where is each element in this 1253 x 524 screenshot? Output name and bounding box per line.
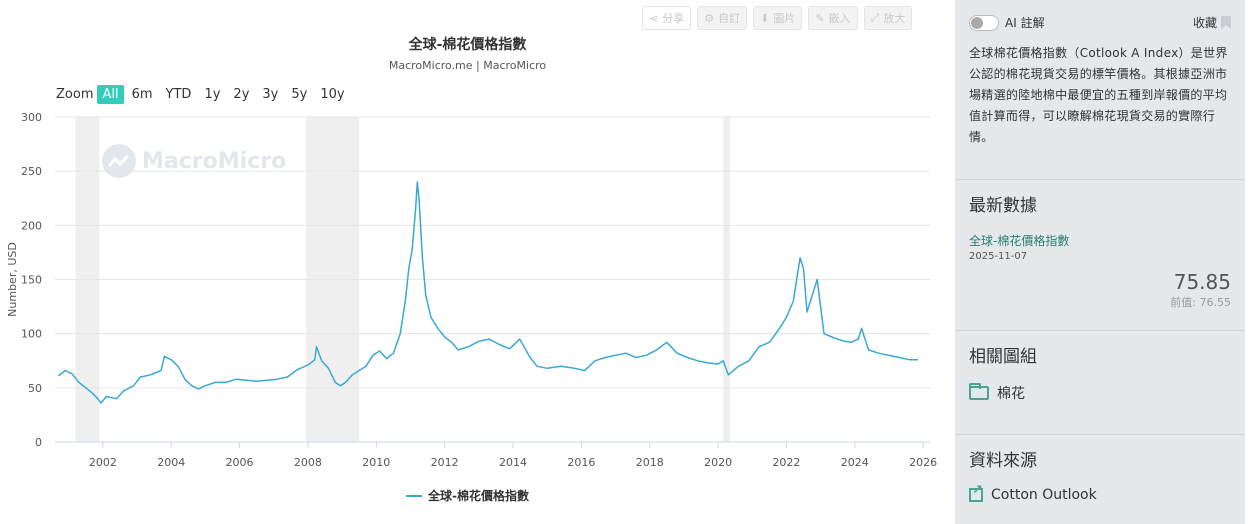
watermark-text: MacroMicro xyxy=(142,148,287,174)
y-tick-label: 200 xyxy=(21,219,42,232)
latest-date: 2025-11-07 xyxy=(969,251,1028,262)
x-tick-label: 2016 xyxy=(567,456,595,469)
description-text: 全球棉花價格指數（Cotlook A Index）是世界公認的棉花現貨交易的標竿… xyxy=(969,46,1228,144)
source-section: 資料來源 Cotton Outlook xyxy=(955,435,1245,503)
watermark: MacroMicro xyxy=(102,144,286,178)
folder-icon xyxy=(969,383,989,400)
chart-subtitle: MacroMicro.me | MacroMicro xyxy=(388,59,547,72)
related-heading: 相關圖組 xyxy=(969,347,1037,367)
related-item-label: 棉花 xyxy=(997,386,1025,402)
y-tick-label: 250 xyxy=(21,165,42,178)
share-button[interactable]: ⋖ 分享 xyxy=(642,6,692,30)
x-tick-label: 2010 xyxy=(362,456,390,469)
chart-panel: ⋖ 分享 ⚙ 自訂 ⬇ 圖片 ✎ 嵌入 ⤢ 放大 全球-棉花價格指數 MacroMicro… xyxy=(0,6,937,504)
external-link-icon xyxy=(969,483,983,502)
bookmark-icon xyxy=(1221,16,1231,29)
y-axis-label: Number, USD xyxy=(6,242,19,317)
zoom-label: Zoom xyxy=(56,87,94,102)
gear-icon: ⚙ xyxy=(704,11,715,25)
x-tick-label: 2018 xyxy=(636,456,664,469)
pencil-icon: ✎ xyxy=(815,11,825,25)
custom-button[interactable]: ⚙ 自訂 xyxy=(697,6,748,30)
zoom-option[interactable]: 3y xyxy=(262,87,279,102)
x-tick-label: 2008 xyxy=(294,456,322,469)
previous-value: 前值: 76.55 xyxy=(969,294,1231,310)
y-tick-label: 300 xyxy=(21,111,42,124)
x-tick-label: 2024 xyxy=(841,456,869,469)
x-tick-label: 2004 xyxy=(157,456,185,469)
x-tick-label: 2022 xyxy=(772,456,800,469)
share-icon: ⋖ xyxy=(649,11,659,25)
embed-button[interactable]: ✎ 嵌入 xyxy=(808,6,858,30)
x-tick-label: 2014 xyxy=(499,456,527,469)
favorite-button[interactable]: 收藏 xyxy=(1193,14,1231,31)
image-button[interactable]: ⬇ 圖片 xyxy=(753,6,803,30)
series-line xyxy=(57,181,919,404)
ai-row: AI 註解 收藏 xyxy=(969,14,1231,31)
zoom-option[interactable]: 6m xyxy=(131,87,153,102)
source-item-label: Cotton Outlook xyxy=(991,487,1097,503)
enlarge-button[interactable]: ⤢ 放大 xyxy=(863,6,913,30)
x-tick-label: 2020 xyxy=(704,456,732,469)
embed-label: 嵌入 xyxy=(828,12,851,25)
source-heading: 資料來源 xyxy=(969,451,1037,471)
x-tick-label: 2002 xyxy=(89,456,117,469)
zoom-selector: Zoom All 6m YTD 1y 2y 3y 5y 10y xyxy=(56,85,353,104)
x-tick-label: 2012 xyxy=(431,456,459,469)
related-section: 相關圖組 棉花 xyxy=(955,331,1245,435)
y-tick-label: 100 xyxy=(21,328,42,341)
description-section: AI 註解 收藏 全球棉花價格指數（Cotlook A Index）是世界公認的… xyxy=(955,14,1245,180)
enlarge-label: 放大 xyxy=(883,12,906,25)
y-tick-label: 0 xyxy=(35,436,42,449)
latest-data-section: 最新數據 全球-棉花價格指數 2025-11-07 75.85 前值: 76.5… xyxy=(955,180,1245,331)
download-icon: ⬇ xyxy=(760,11,770,25)
macromicro-logo-icon xyxy=(102,144,136,178)
legend-swatch xyxy=(406,494,422,497)
custom-label: 自訂 xyxy=(718,12,741,25)
chart-toolbar: ⋖ 分享 ⚙ 自訂 ⬇ 圖片 ✎ 嵌入 ⤢ 放大 xyxy=(642,6,913,30)
source-link[interactable]: Cotton Outlook xyxy=(969,483,1231,503)
related-link[interactable]: 棉花 xyxy=(969,383,1231,403)
zoom-option[interactable]: All xyxy=(97,85,124,104)
sidebar: AI 註解 收藏 全球棉花價格指數（Cotlook A Index）是世界公認的… xyxy=(955,0,1245,524)
zoom-option[interactable]: 1y xyxy=(204,87,221,102)
image-label: 圖片 xyxy=(773,12,796,25)
ai-label: AI 註解 xyxy=(1005,16,1045,30)
legend-label: 全球-棉花價格指數 xyxy=(428,489,529,503)
ai-toggle[interactable] xyxy=(969,14,999,31)
zoom-option[interactable]: YTD xyxy=(165,87,192,102)
share-label: 分享 xyxy=(662,12,685,25)
zoom-option[interactable]: 2y xyxy=(233,87,250,102)
y-tick-label: 150 xyxy=(21,274,42,287)
chart-plot: 0 50 100 150 200 250 300 2002 2004 2006 2008 2010 20… xyxy=(6,111,937,469)
x-tick-label: 2026 xyxy=(909,456,937,469)
y-tick-label: 50 xyxy=(28,382,42,395)
zoom-option[interactable]: 10y xyxy=(320,87,345,102)
latest-value: 75.85 xyxy=(1173,270,1231,294)
chart-title: 全球-棉花價格指數 xyxy=(408,37,527,53)
latest-series-name[interactable]: 全球-棉花價格指數 xyxy=(969,234,1070,248)
expand-icon: ⤢ xyxy=(870,11,880,24)
zoom-option[interactable]: 5y xyxy=(291,87,308,102)
chart-legend[interactable]: 全球-棉花價格指數 xyxy=(0,487,935,504)
previous-number: 76.55 xyxy=(1199,296,1232,309)
favorite-label: 收藏 xyxy=(1192,16,1217,30)
previous-label: 前值: xyxy=(1170,296,1196,309)
latest-heading: 最新數據 xyxy=(969,196,1037,216)
x-tick-label: 2006 xyxy=(226,456,254,469)
